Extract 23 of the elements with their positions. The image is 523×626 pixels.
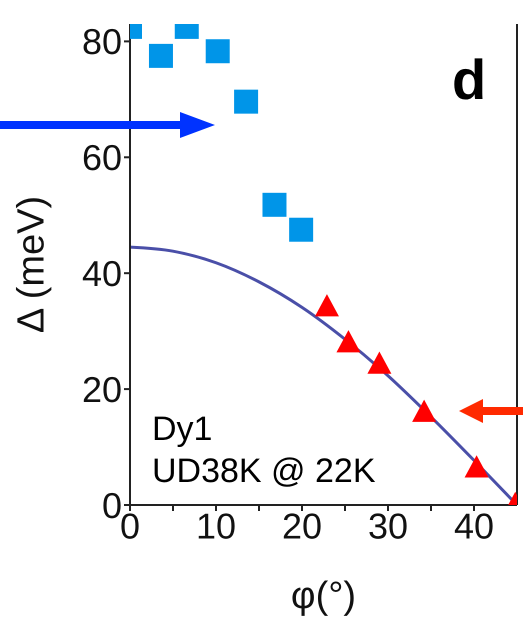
y-tick-label: 80 (82, 21, 122, 62)
point (289, 218, 314, 242)
x-tick-label: 10 (196, 506, 236, 547)
annotation: UD38K @ 22K (152, 452, 376, 490)
x-tick-label: 20 (282, 506, 322, 547)
x-axis-title: φ(°) (290, 575, 356, 617)
y-tick-label: 20 (82, 368, 122, 410)
annotation: Dy1 (152, 410, 212, 448)
annotation: d (452, 48, 486, 111)
x-tick-label: 40 (454, 506, 494, 547)
point (367, 352, 392, 374)
point (336, 330, 360, 352)
y-tick-label: 40 (82, 252, 122, 294)
point (148, 44, 173, 68)
x-tick-label: 30 (368, 506, 408, 547)
y-axis-title: Δ (meV) (10, 196, 52, 334)
point (314, 294, 339, 316)
point (412, 400, 436, 422)
y-tick-label: 60 (82, 137, 122, 178)
point (234, 90, 258, 114)
point (206, 39, 230, 64)
point (464, 455, 489, 478)
point (262, 192, 286, 217)
